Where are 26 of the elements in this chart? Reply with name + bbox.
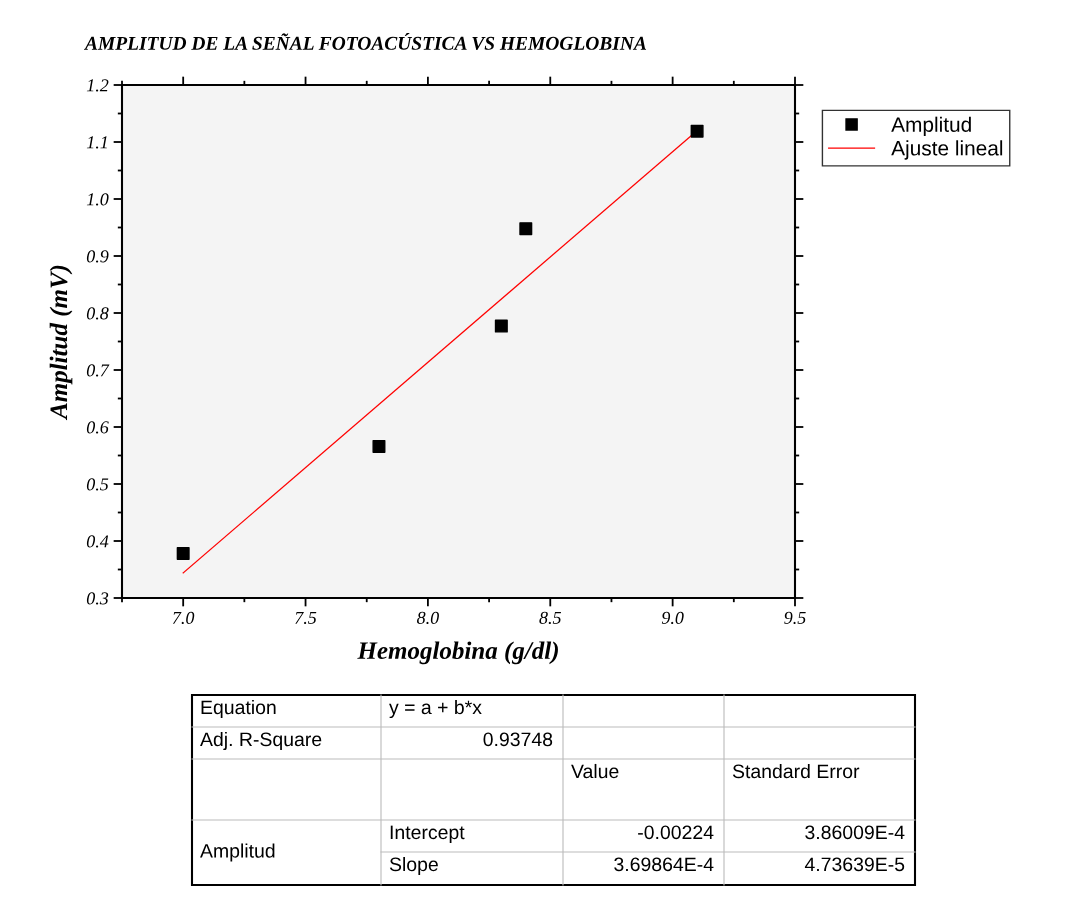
point	[176, 547, 190, 561]
y-tick-label: 1.1	[86, 136, 107, 149]
legend-label: Amplitud	[891, 116, 971, 137]
y-tick-label: 0.7	[86, 364, 110, 377]
x-axis-title: Hemoglobina (g/dl)	[357, 641, 558, 665]
x-tick-label: 9.5	[784, 611, 806, 624]
point	[519, 222, 533, 236]
y-tick-label: 1.0	[86, 193, 109, 206]
legend-label: Ajuste lineal	[891, 140, 1003, 160]
x-tick-label: 9.0	[661, 611, 684, 624]
y-tick-label: 1.2	[86, 79, 109, 92]
y-tick-label: 0.3	[86, 592, 109, 605]
y-tick-label: 0.8	[86, 307, 109, 320]
x-tick-label: 8.0	[417, 611, 439, 624]
x-tick-label: 8.5	[539, 611, 562, 624]
point	[372, 439, 386, 453]
y-axis-title: Amplitud (mV)	[49, 265, 73, 421]
x-tick-label: 7.0	[172, 611, 195, 624]
y-tick-label: 0.5	[86, 478, 109, 491]
y-tick-label: 0.6	[86, 421, 109, 434]
y-tick-label: 0.4	[86, 535, 109, 548]
y-tick-label: 0.9	[86, 250, 109, 263]
chart-title: AMPLITUD DE LA SEÑAL FOTOACÚSTICA VS HEMOGLOBINA	[83, 33, 647, 50]
point	[690, 124, 704, 138]
x-tick-label: 7.5	[295, 611, 317, 624]
point	[494, 319, 508, 333]
